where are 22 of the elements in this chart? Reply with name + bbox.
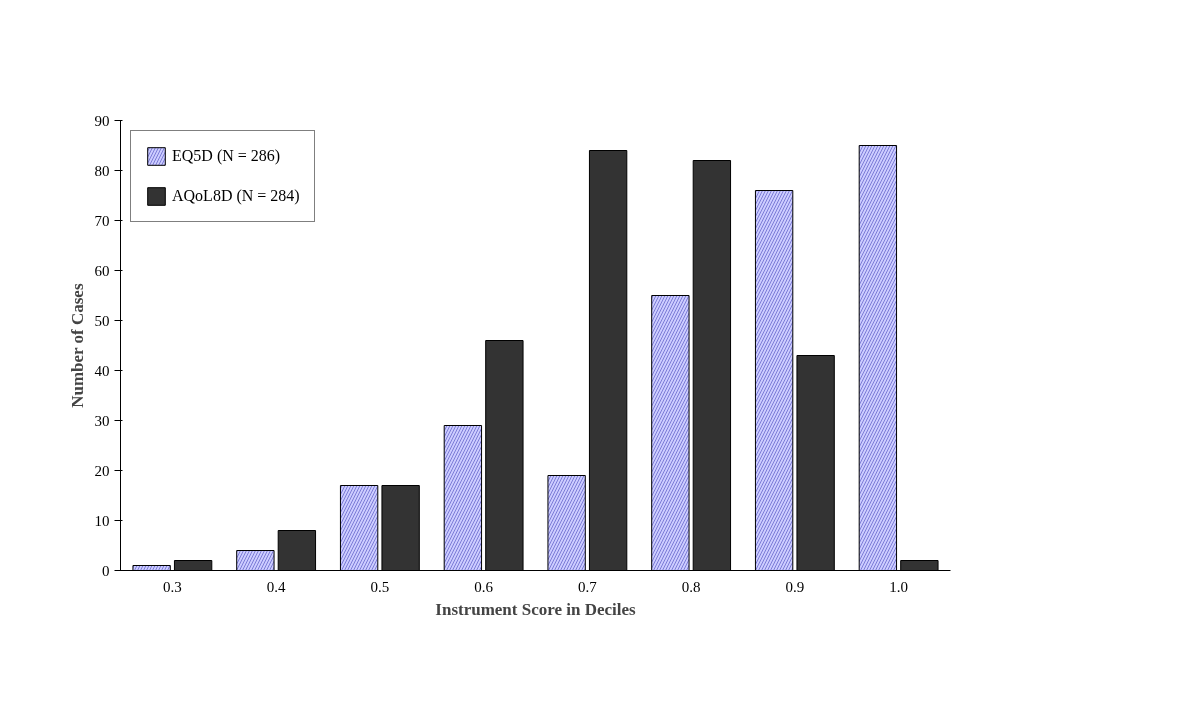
y-tick-label: 80 bbox=[94, 162, 110, 179]
x-axis-title: Instrument Score in Deciles bbox=[435, 599, 637, 619]
x-tick-label: 0.4 bbox=[266, 578, 286, 595]
y-tick-label: 50 bbox=[94, 312, 110, 329]
legend-label: AQoL8D (N = 284) bbox=[172, 187, 300, 205]
y-axis-title: Number of Cases bbox=[67, 283, 87, 408]
x-tick-label: 0.6 bbox=[474, 578, 494, 595]
y-tick-label: 30 bbox=[94, 412, 110, 429]
y-tick-label: 40 bbox=[94, 362, 110, 379]
x-tick-label: 0.5 bbox=[370, 578, 390, 595]
y-tick-label: 0 bbox=[102, 562, 110, 579]
x-tick-label: 0.8 bbox=[681, 578, 701, 595]
x-tick-label: 0.3 bbox=[163, 578, 182, 595]
y-tick-label: 90 bbox=[94, 112, 110, 129]
x-tick-label: 0.9 bbox=[785, 578, 805, 595]
x-tick-label: 1.0 bbox=[889, 578, 908, 595]
y-tick-label: 10 bbox=[94, 512, 110, 529]
y-tick-label: 20 bbox=[94, 462, 110, 479]
y-tick-label: 70 bbox=[94, 212, 110, 229]
y-tick-label: 60 bbox=[94, 262, 110, 279]
legend-label: EQ5D (N = 286) bbox=[172, 147, 281, 165]
x-tick-label: 0.7 bbox=[578, 578, 598, 595]
